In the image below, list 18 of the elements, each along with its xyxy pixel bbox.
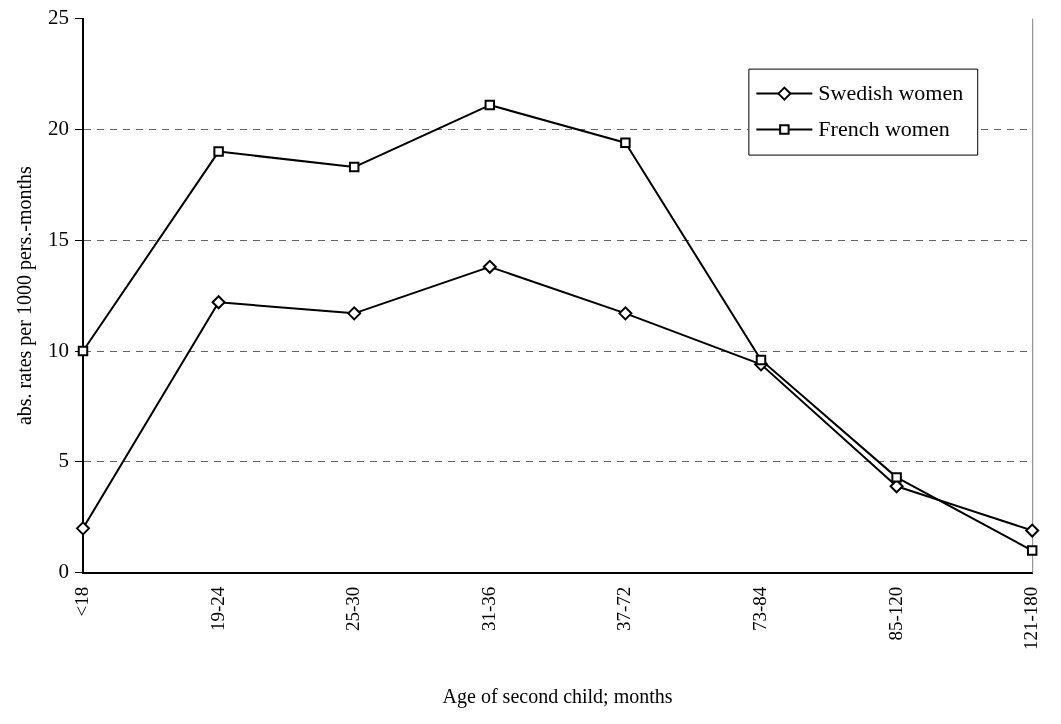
x-tick-label: 31-36 — [477, 586, 499, 631]
y-tick-label: 25 — [48, 5, 69, 30]
x-tick-label: 25-30 — [342, 586, 364, 631]
x-tick-label: <18 — [70, 586, 92, 617]
y-tick-label: 15 — [48, 226, 69, 251]
x-tick-label: 73-84 — [748, 586, 770, 631]
y-tick-label: 20 — [48, 115, 69, 140]
legend-label: French women — [818, 116, 950, 142]
legend-label: Swedish women — [818, 80, 964, 106]
y-tick-label: 10 — [48, 337, 69, 362]
x-tick-label: 37-72 — [613, 586, 635, 631]
x-axis-title: Age of second child; months — [442, 685, 673, 709]
y-tick-label: 0 — [58, 559, 69, 584]
x-tick-label: 85-120 — [884, 586, 906, 641]
x-tick-label: 121-180 — [1020, 586, 1042, 650]
y-tick-label: 5 — [58, 448, 69, 473]
x-tick-label: 19-24 — [206, 586, 228, 631]
y-axis-title: abs. rates per 1000 pers.-months — [13, 166, 37, 426]
